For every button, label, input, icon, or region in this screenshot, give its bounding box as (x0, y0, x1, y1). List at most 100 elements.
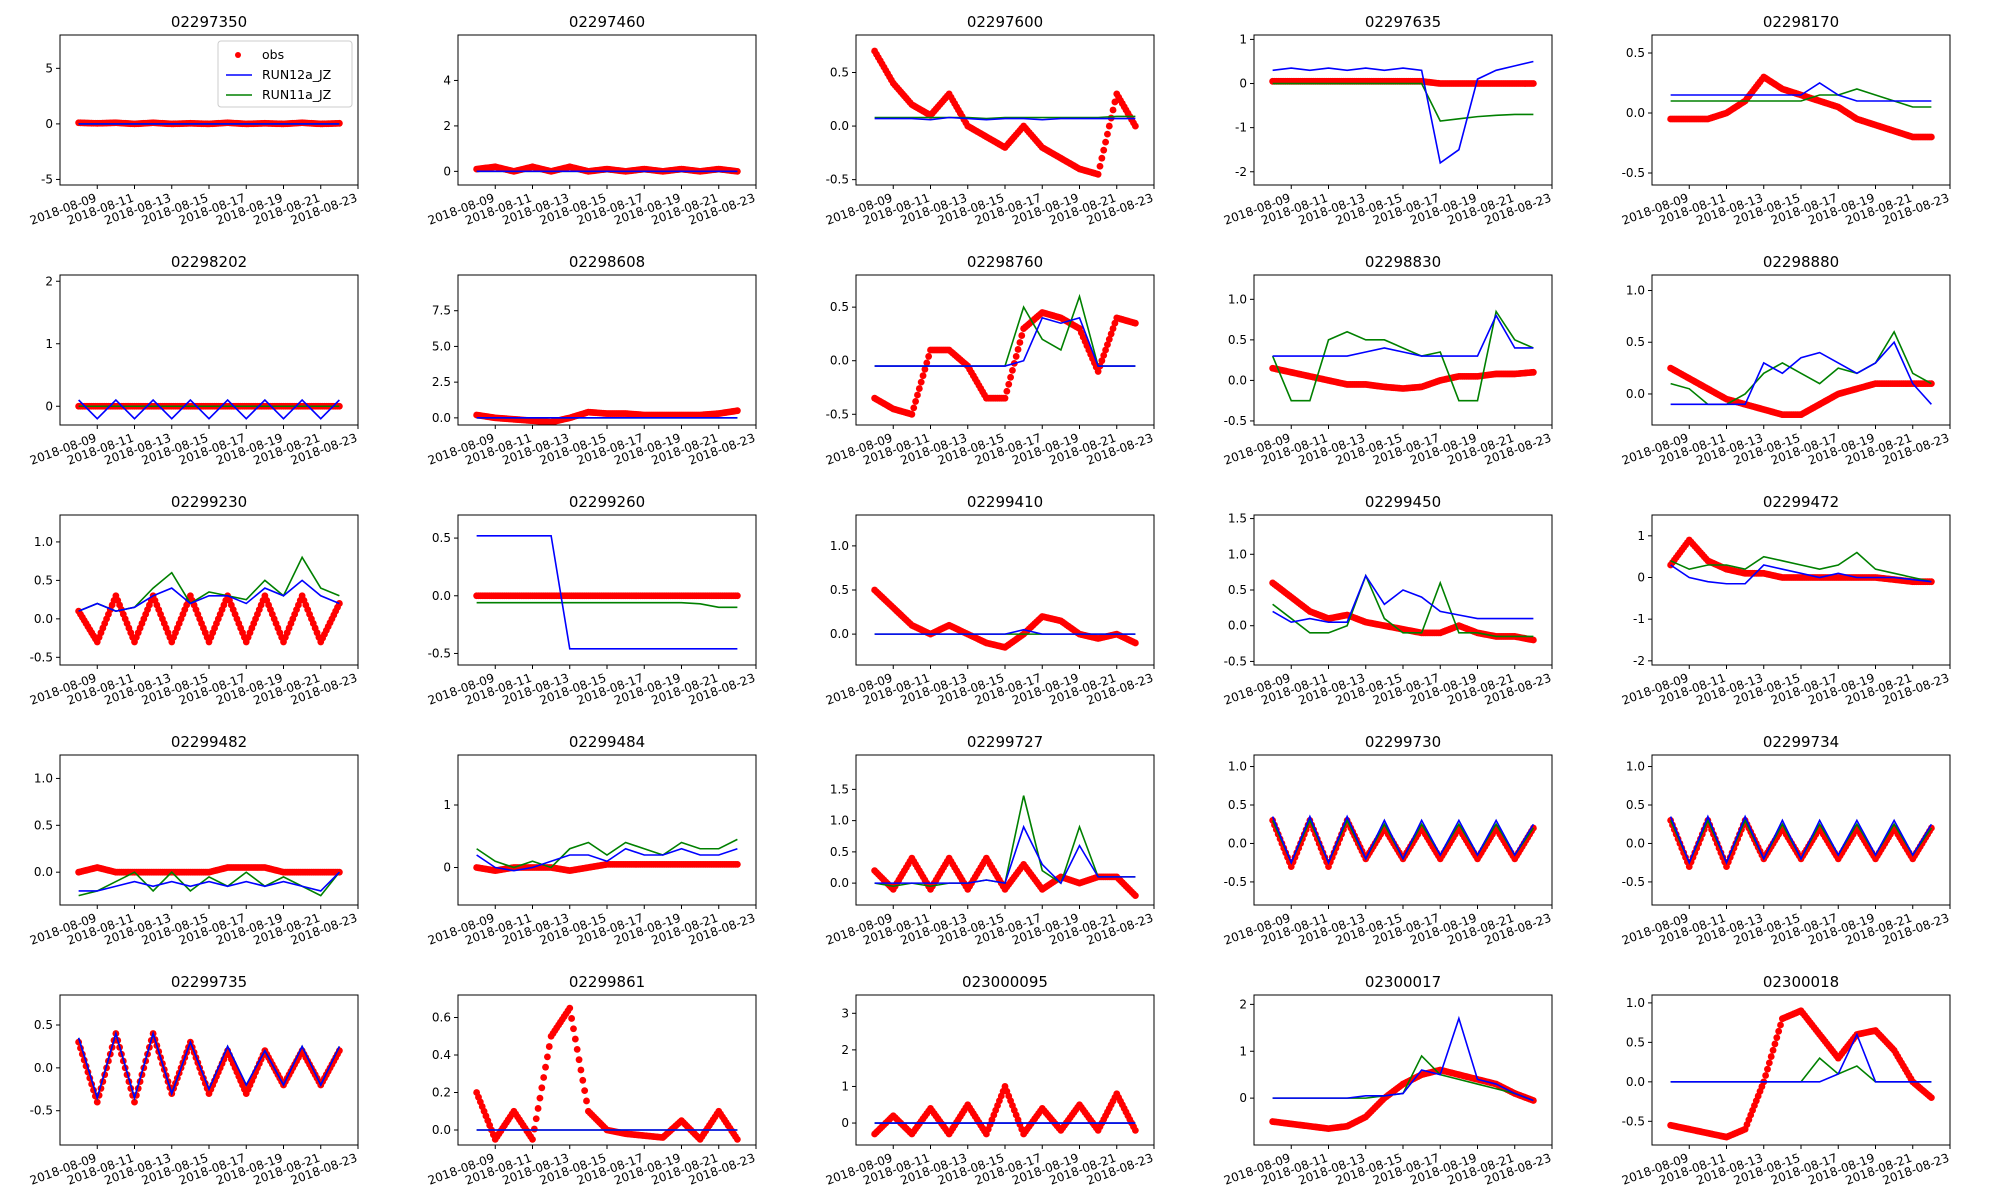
run12a-line (1669, 814, 1933, 865)
obs-point (577, 1066, 585, 1074)
run12a-line (1272, 60, 1534, 165)
panel-title: 02299727 (967, 733, 1043, 751)
panel-02299734: 022997341.00.50.0-0.52018-08-092018-08-1… (1620, 733, 1951, 948)
obs-point (534, 1105, 542, 1112)
panel-title: 02299484 (569, 733, 645, 751)
y-tick-label: -5 (41, 172, 53, 186)
y-tick-label: 0.0 (830, 876, 849, 890)
plot-area (1667, 814, 1935, 870)
obs-point (530, 1125, 538, 1133)
y-tick-label: 0.5 (830, 845, 849, 859)
axes-frame (59, 754, 359, 906)
y-tick-label: 0.0 (34, 1061, 53, 1075)
y-tick-label: -2 (1235, 165, 1247, 179)
panel-title: 02297350 (171, 13, 247, 31)
panel-02298880: 022988801.00.50.02018-08-092018-08-11201… (1620, 253, 1951, 468)
obs-point (908, 410, 916, 418)
plot-area (1269, 60, 1537, 165)
legend: obs RUN12a_JZ RUN11a_JZ (217, 40, 353, 108)
obs-point (131, 1098, 138, 1106)
y-tick-label: 0.0 (1626, 836, 1645, 850)
obs-point (1771, 1040, 1779, 1048)
run11a-line (1670, 88, 1932, 108)
y-tick-label: 0.2 (432, 1086, 451, 1100)
panel-02299450: 022994501.51.00.50.0-0.52018-08-092018-0… (1222, 493, 1553, 708)
obs-point (1100, 146, 1108, 154)
obs-point (1765, 1059, 1773, 1067)
y-tick-label: 0.5 (1228, 333, 1247, 347)
y-tick-label: 0.0 (34, 612, 53, 626)
panel-02297460: 022974604202018-08-092018-08-112018-08-1… (426, 13, 757, 228)
legend-label: RUN11a_JZ (262, 87, 331, 102)
obs-point (545, 1043, 553, 1050)
y-tick-label: 5.0 (432, 339, 451, 353)
y-tick-label: 1.0 (34, 771, 53, 785)
y-tick-label: -1 (1633, 612, 1645, 626)
obs-point (532, 1115, 540, 1123)
obs-point (1018, 332, 1026, 339)
plot-area (871, 586, 1139, 651)
obs-point (1007, 373, 1014, 381)
axes-frame (59, 994, 359, 1146)
y-tick-label: 0.5 (830, 300, 849, 314)
panel-023000095: 02300009532102018-08-092018-08-112018-08… (824, 973, 1155, 1188)
axes-frame (1651, 754, 1951, 906)
obs-point (1131, 1126, 1139, 1134)
axes-frame (855, 994, 1155, 1146)
y-tick-label: 0.0 (34, 865, 53, 879)
run12a-line (874, 824, 1136, 885)
axes-frame (855, 754, 1155, 906)
y-tick-label: -0.5 (826, 173, 849, 187)
panel-02300017: 023000172102018-08-092018-08-112018-08-1… (1222, 973, 1553, 1188)
run11a-line (874, 293, 1136, 367)
y-tick-label: 0 (45, 399, 53, 413)
y-tick-label: 0.0 (1228, 373, 1247, 387)
y-tick-label: 1 (1239, 1044, 1247, 1058)
obs-point (1111, 319, 1119, 327)
obs-point (1109, 106, 1117, 114)
obs-point (540, 1074, 548, 1081)
plot-area (473, 163, 741, 175)
y-tick-label: 0.0 (1626, 387, 1645, 401)
y-tick-label: 0.0 (1228, 836, 1247, 850)
obs-point (1131, 639, 1139, 647)
y-tick-label: 1.0 (34, 535, 53, 549)
run12a-line (1271, 814, 1535, 865)
obs-point (575, 1056, 583, 1064)
panel-title: 02298830 (1365, 253, 1441, 271)
run12a-line (78, 398, 340, 420)
run11a-line (1271, 309, 1534, 402)
obs-point (579, 1076, 587, 1084)
plot-area (473, 534, 741, 650)
panel-title: 02299861 (569, 973, 645, 991)
plot-area (473, 1004, 741, 1143)
y-tick-label: 0 (443, 164, 451, 178)
legend-marker-obs (235, 52, 241, 58)
plot-area (871, 1083, 1139, 1138)
obs-point (910, 404, 918, 412)
panel-title: 02299472 (1763, 493, 1839, 511)
plot-area (871, 293, 1139, 418)
panel-title: 02299735 (171, 973, 247, 991)
axes-frame (59, 34, 359, 186)
axes-frame (457, 514, 757, 666)
y-tick-label: 2 (841, 1043, 849, 1057)
y-tick-label: -0.5 (30, 650, 53, 664)
panel-02299410: 022994101.00.50.02018-08-092018-08-11201… (824, 493, 1155, 708)
panel-02300018: 023000181.00.50.0-0.52018-08-092018-08-1… (1620, 973, 1951, 1188)
obs-point (1096, 162, 1104, 170)
run12a-line (78, 871, 340, 892)
obs-point (925, 353, 933, 360)
obs-point (1927, 133, 1935, 141)
y-tick-label: -0.5 (826, 407, 849, 421)
axes-frame (457, 34, 757, 186)
axes-frame (1253, 994, 1553, 1146)
run11a-line (476, 838, 738, 869)
y-tick-label: 1.0 (830, 814, 849, 828)
obs-point (914, 391, 921, 399)
y-tick-label: 1.0 (1228, 547, 1247, 561)
axes-frame (457, 994, 757, 1146)
y-tick-label: 0.0 (432, 411, 451, 425)
y-tick-label: -0.5 (1224, 875, 1247, 889)
obs-point (923, 359, 931, 367)
